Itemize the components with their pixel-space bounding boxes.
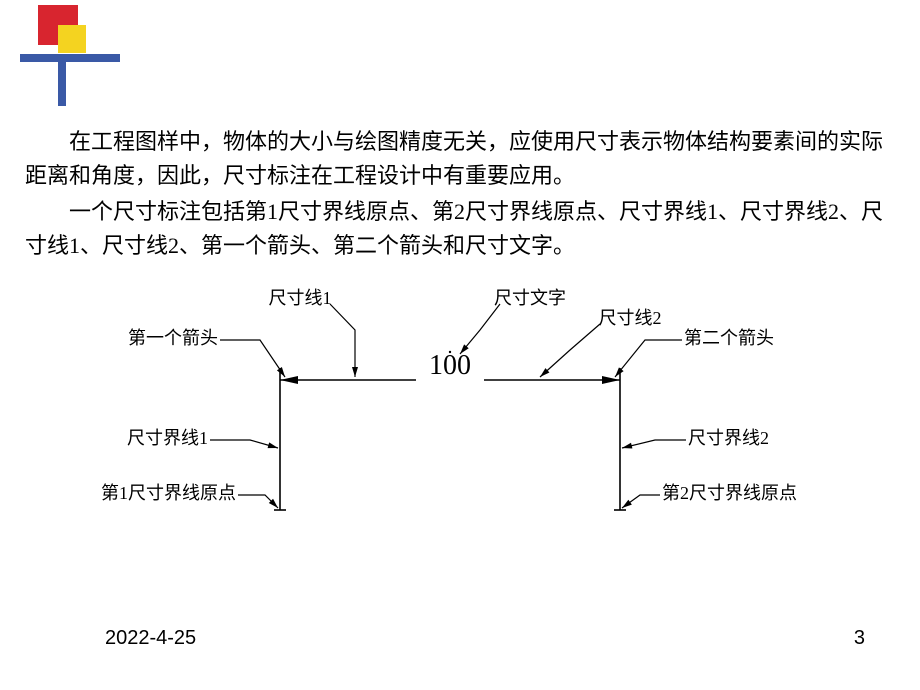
logo-yellow-square: [58, 25, 86, 53]
logo-blue-bar-v: [58, 54, 66, 106]
slide-logo: [0, 0, 140, 120]
footer-page-number: 3: [854, 627, 865, 650]
svg-text:尺寸界线2: 尺寸界线2: [688, 428, 769, 448]
paragraph-1: 在工程图样中，物体的大小与绘图精度无关，应使用尺寸表示物体结构要素间的实际距离和…: [25, 125, 895, 193]
svg-text:第2尺寸界线原点: 第2尺寸界线原点: [662, 483, 797, 503]
footer-date: 2022-4-25: [105, 627, 196, 650]
svg-text:第一个箭头: 第一个箭头: [128, 328, 218, 348]
logo-blue-bar-h: [20, 54, 120, 62]
dimension-value: 100: [429, 350, 471, 381]
svg-text:第1尺寸界线原点: 第1尺寸界线原点: [101, 483, 236, 503]
svg-text:尺寸线1: 尺寸线1: [269, 288, 332, 308]
dimension-diagram: 100 尺寸线1 尺寸文字尺寸线2 第一个箭头 第二个箭头尺寸界线1 第1尺寸界线原点 尺寸…: [100, 280, 860, 540]
svg-text:尺寸文字: 尺寸文字: [494, 288, 566, 308]
svg-text:第二个箭头: 第二个箭头: [684, 328, 774, 348]
svg-text:尺寸界线1: 尺寸界线1: [127, 428, 208, 448]
paragraph-2: 一个尺寸标注包括第1尺寸界线原点、第2尺寸界线原点、尺寸界线1、尺寸界线2、尺寸…: [25, 195, 895, 263]
svg-text:尺寸线2: 尺寸线2: [599, 308, 662, 328]
